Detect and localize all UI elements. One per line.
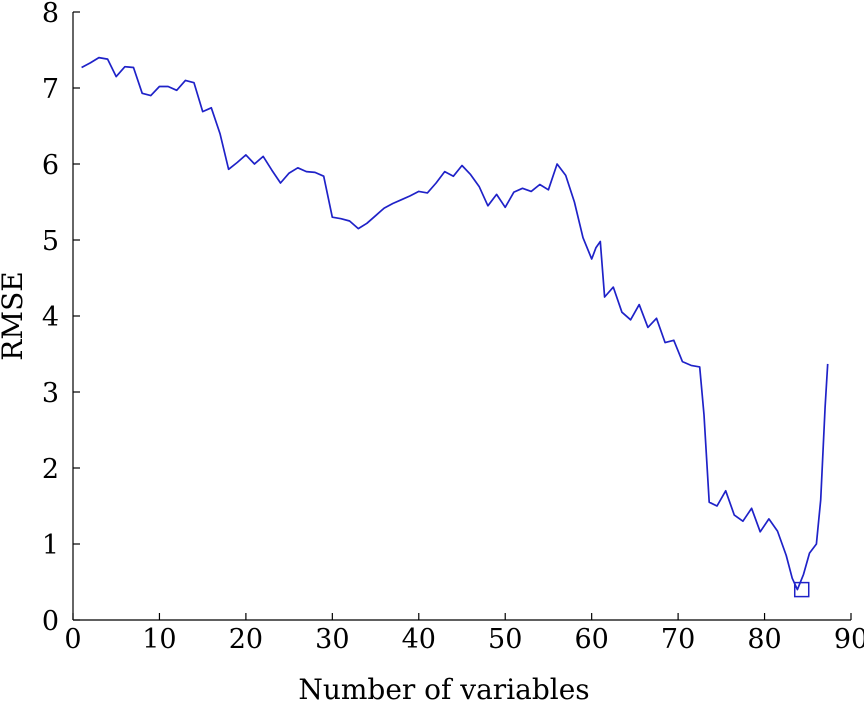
x-tick-label: 40 bbox=[402, 624, 436, 655]
y-axis-title: RMSE bbox=[0, 271, 29, 360]
y-tick-label: 1 bbox=[42, 530, 59, 561]
x-tick-label: 90 bbox=[834, 624, 864, 655]
y-tick-label: 3 bbox=[42, 378, 59, 409]
y-tick-label: 6 bbox=[42, 150, 59, 181]
rmse-series-line bbox=[81, 56, 829, 591]
x-tick-label: 20 bbox=[229, 624, 263, 655]
x-tick-label: 80 bbox=[747, 624, 781, 655]
y-tick-label: 5 bbox=[42, 226, 59, 257]
x-axis-title: Number of variables bbox=[298, 673, 589, 704]
y-tick-label: 2 bbox=[42, 454, 59, 485]
x-tick-label: 10 bbox=[142, 624, 176, 655]
y-tick-label: 7 bbox=[42, 74, 59, 105]
y-ticks: 0 1 2 3 4 5 6 7 8 bbox=[42, 0, 80, 637]
y-tick-label: 0 bbox=[42, 606, 59, 637]
minimum-rmse-marker bbox=[793, 581, 810, 598]
y-tick-label: 8 bbox=[42, 0, 59, 29]
x-tick-label: 50 bbox=[488, 624, 522, 655]
x-ticks: 0 10 20 30 40 50 60 70 80 90 bbox=[64, 613, 864, 655]
y-tick-label: 4 bbox=[42, 302, 59, 333]
plot-area: 0 10 20 30 40 50 60 70 80 90 0 1 2 3 4 5 6 7 8 bbox=[42, 0, 864, 655]
x-tick-label: 70 bbox=[661, 624, 695, 655]
x-tick-label: 60 bbox=[574, 624, 608, 655]
x-tick-label: 0 bbox=[64, 624, 81, 655]
x-tick-label: 30 bbox=[315, 624, 349, 655]
